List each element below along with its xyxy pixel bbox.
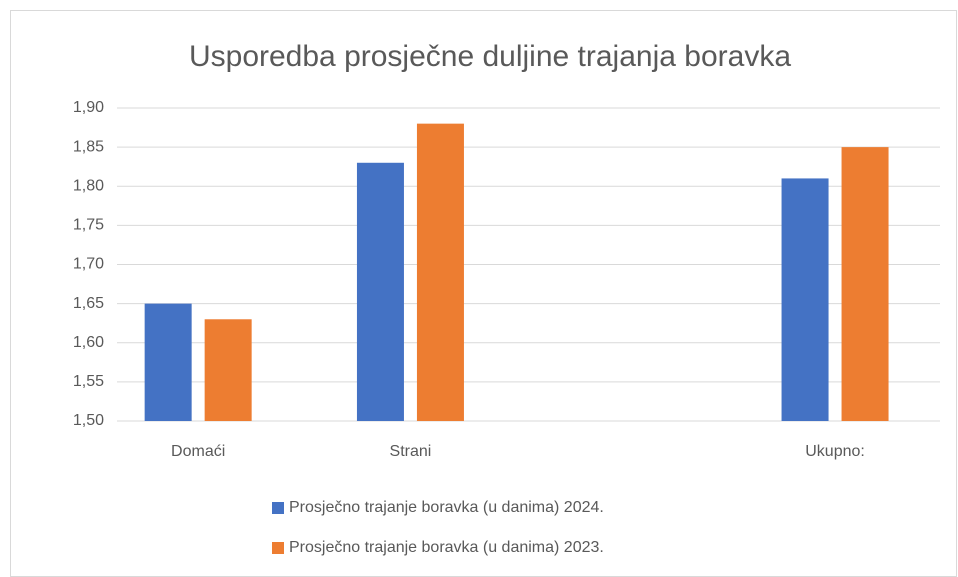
bar — [144, 303, 192, 421]
y-tick-label: 1,85 — [73, 138, 104, 155]
x-tick-label: Domaći — [171, 443, 225, 460]
bar — [204, 319, 252, 421]
x-tick-label: Strani — [390, 443, 432, 460]
legend-label: Prosječno trajanje boravka (u danima) 20… — [289, 499, 604, 516]
y-tick-label: 1,75 — [73, 217, 104, 234]
legend-swatch — [272, 542, 284, 554]
y-tick-label: 1,90 — [73, 99, 104, 116]
y-tick-label: 1,70 — [73, 256, 104, 273]
y-tick-label: 1,65 — [73, 295, 104, 312]
bar — [781, 178, 829, 421]
bar — [841, 147, 889, 421]
legend-swatch — [272, 502, 284, 514]
x-tick-label: Ukupno: — [805, 443, 865, 460]
legend-label: Prosječno trajanje boravka (u danima) 20… — [289, 539, 604, 556]
y-tick-label: 1,60 — [73, 334, 104, 351]
bar — [356, 162, 404, 421]
y-tick-label: 1,50 — [73, 412, 104, 429]
chart-title: Usporedba prosječne duljine trajanja bor… — [189, 40, 791, 73]
y-tick-label: 1,55 — [73, 373, 104, 390]
bar — [416, 123, 464, 422]
y-tick-label: 1,80 — [73, 177, 104, 194]
